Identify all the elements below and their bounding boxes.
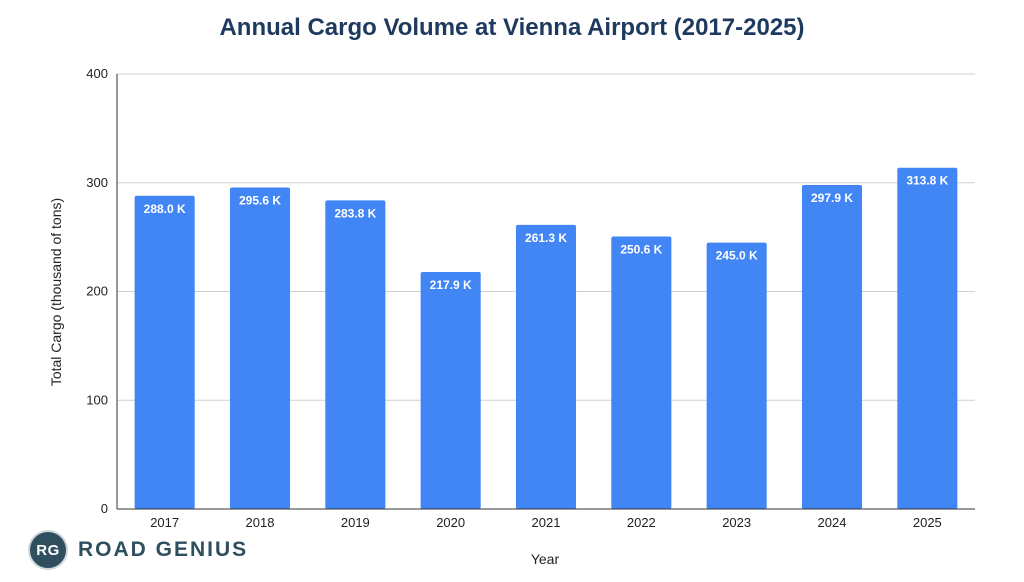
x-tick-label: 2018	[246, 515, 275, 530]
y-tick-label: 300	[86, 175, 108, 190]
bar-2023	[706, 242, 767, 509]
x-tick-label: 2024	[818, 515, 847, 530]
bar-data-label: 297.9 K	[811, 191, 853, 205]
bar-2022	[611, 236, 672, 509]
bar-2018	[229, 187, 291, 509]
bar-2025	[897, 167, 958, 509]
road-genius-logo: RG ROAD GENIUS	[28, 530, 248, 570]
bar-2019	[325, 200, 386, 509]
y-tick-label: 400	[86, 66, 108, 81]
bar-data-label: 313.8 K	[906, 174, 948, 188]
x-tick-label: 2019	[341, 515, 370, 530]
x-tick-label: 2025	[913, 515, 942, 530]
logo-text: ROAD GENIUS	[78, 538, 249, 561]
y-tick-label: 0	[101, 501, 108, 516]
bar-data-label: 261.3 K	[525, 231, 567, 245]
axes: 0 100 200 300 400 2017 2018 2019 2020 2021 2022 202…	[86, 66, 975, 530]
bar-data-label: 250.6 K	[620, 242, 662, 256]
bar-2021	[515, 224, 577, 509]
x-axis-title: Year	[531, 551, 560, 567]
bar-data-label: 217.9 K	[430, 278, 472, 292]
y-tick-label: 100	[86, 392, 108, 407]
bars: 288.0 K 295.6 K 283.8 K 217.9 K 261.3 K 250.6…	[134, 167, 958, 510]
x-tick-label: 2020	[436, 515, 465, 530]
bar-2020	[420, 272, 481, 509]
bar-data-label: 245.0 K	[716, 249, 758, 263]
x-tick-label: 2022	[627, 515, 656, 530]
bar-data-label: 283.8 K	[334, 206, 376, 220]
bar-data-label: 288.0 K	[144, 202, 186, 216]
x-tick-label: 2017	[150, 515, 179, 530]
chart-title: Annual Cargo Volume at Vienna Airport (2…	[219, 14, 805, 41]
y-tick-label: 200	[86, 284, 108, 299]
logo-badge: RG	[28, 530, 68, 570]
bar-2017	[134, 195, 195, 510]
y-axis-title: Total Cargo (thousand of tons)	[48, 198, 64, 386]
bar-2024	[801, 185, 863, 509]
x-tick-label: 2023	[722, 515, 751, 530]
bar-data-label: 295.6 K	[239, 194, 281, 208]
x-tick-label: 2021	[532, 515, 561, 530]
